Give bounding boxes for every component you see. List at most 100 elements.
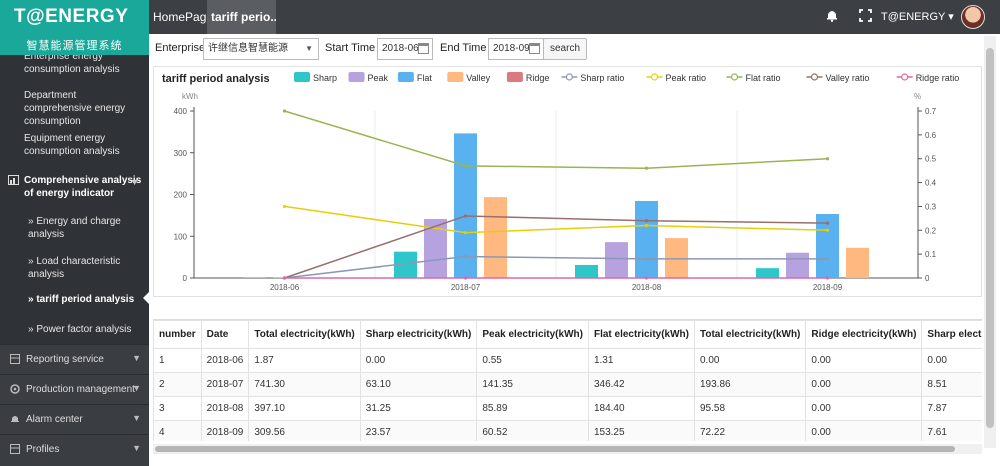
calendar-icon[interactable] bbox=[529, 43, 540, 54]
sidebar-item-label: Department comprehensive energy consumpt… bbox=[24, 90, 126, 127]
bell-icon[interactable] bbox=[826, 9, 838, 25]
point-sharp-ratio bbox=[825, 257, 830, 261]
table-cell: 0.00 bbox=[693, 348, 807, 373]
end-time-input[interactable]: 2018-09 bbox=[488, 38, 544, 60]
sidebar-item-department-energy[interactable]: Department comprehensive energy consumpt… bbox=[0, 89, 149, 127]
point-peak-ratio bbox=[644, 223, 649, 228]
table-cell: 0.00 bbox=[805, 396, 923, 421]
sidebar-group-alarm[interactable]: Alarm center ▼ bbox=[0, 404, 149, 434]
tariff-chart: tariff period analysis Sharp Peak Flat Valle… bbox=[162, 72, 959, 292]
bar-peak bbox=[605, 242, 628, 278]
legend-label: Flat bbox=[417, 73, 433, 83]
sidebar-subitem-label: » tariff period analysis bbox=[28, 294, 135, 305]
table-cell: 4 bbox=[153, 420, 202, 441]
end-time-label: End Time bbox=[440, 42, 487, 54]
sidebar-item-comprehensive-analysis[interactable]: Comprehensive analysis of energy indicat… bbox=[0, 174, 149, 202]
sidebar-group-reporting[interactable]: Reporting service ▼ bbox=[0, 344, 149, 374]
table-cell: 3 bbox=[153, 396, 202, 421]
bar-sharp bbox=[394, 251, 417, 278]
calendar-icon[interactable] bbox=[418, 43, 429, 54]
bell-icon bbox=[11, 416, 19, 422]
table-cell: 153.25 bbox=[587, 420, 696, 441]
tab-homepage[interactable]: HomePage bbox=[153, 10, 214, 24]
table-cell: 2018-09 bbox=[200, 420, 250, 441]
start-time-label: Start Time bbox=[325, 42, 376, 54]
sidebar-item-label: Comprehensive analysis of energy indicat… bbox=[24, 175, 142, 199]
x-tick-label: 2018-07 bbox=[451, 283, 481, 292]
table-header-cell: Peak electricity(kWh) bbox=[476, 320, 589, 349]
data-table: number Date Total electricity(kWh) Sharp el… bbox=[153, 320, 982, 441]
point-ridge-ratio bbox=[463, 276, 468, 280]
chevron-down-icon: ▼ bbox=[132, 413, 141, 423]
chevron-down-icon: ▼ bbox=[305, 44, 313, 53]
brand-header: T@ENERGY 智慧能源管理系统 bbox=[0, 0, 149, 55]
y-tick-label-right: 0.6 bbox=[925, 131, 937, 140]
line-valley-ratio bbox=[284, 215, 828, 279]
y-tick-label-left: 200 bbox=[174, 191, 188, 200]
y-tick-label-right: 0.4 bbox=[925, 179, 937, 188]
vertical-scrollbar[interactable] bbox=[984, 36, 996, 448]
sidebar-item-enterprise-energy[interactable]: Enterprise energy consumption analysis bbox=[0, 50, 149, 78]
legend-swatch bbox=[397, 72, 414, 82]
point-flat-ratio bbox=[463, 164, 468, 168]
gear-icon bbox=[10, 384, 20, 394]
bar-flat bbox=[635, 201, 658, 278]
table-cell: 0.00 bbox=[359, 348, 478, 373]
sidebar-subitem-power-factor[interactable]: » Power factor analysis bbox=[28, 323, 146, 336]
table-header-cell: Sharp electricity(kWh) bbox=[359, 320, 478, 349]
table-cell: 85.89 bbox=[476, 396, 589, 421]
brand-subtitle: 智慧能源管理系统 bbox=[26, 40, 123, 52]
table-cell: 1.31 bbox=[587, 348, 696, 373]
user-menu[interactable]: T@ENERGY ▾ bbox=[881, 11, 954, 23]
table-cell: 193.86 bbox=[693, 372, 807, 397]
sidebar-subitem-label: » Energy and charge analysis bbox=[28, 216, 121, 240]
table-header-cell: Total electricity(kWh) bbox=[248, 320, 361, 349]
legend-swatch bbox=[565, 73, 573, 81]
legend-swatch bbox=[650, 73, 659, 81]
sidebar-group-production[interactable]: Production management ▼ bbox=[0, 374, 149, 404]
data-table-container: number Date Total electricity(kWh) Sharp el… bbox=[153, 319, 982, 441]
scrollbar-thumb[interactable] bbox=[986, 48, 994, 428]
legend-swatch bbox=[730, 73, 739, 81]
horizontal-scrollbar[interactable] bbox=[153, 444, 982, 454]
table-cell: 2018-07 bbox=[200, 372, 250, 397]
sidebar-group-profiles[interactable]: Profiles ▼ bbox=[0, 434, 149, 466]
avatar[interactable] bbox=[961, 5, 985, 29]
y-axis-right-label: % bbox=[914, 92, 921, 101]
fullscreen-icon[interactable] bbox=[859, 9, 872, 25]
enterprise-select-value: 许继信息智慧能源 bbox=[208, 43, 288, 54]
sidebar-item-label: Equipment energy consumption analysis bbox=[24, 133, 120, 157]
bar-peak bbox=[424, 218, 447, 278]
table-row: 1 2018-06 1.87 0.00 0.55 1.31 0.00 0.00 0.00 bbox=[153, 348, 982, 373]
search-button[interactable]: search bbox=[543, 38, 587, 60]
sidebar-item-equipment-energy[interactable]: Equipment energy consumption analysis bbox=[0, 132, 149, 160]
sidebar-item-label: Enterprise energy consumption analysis bbox=[24, 51, 120, 75]
legend-label: Sharp ratio bbox=[580, 73, 624, 83]
y-tick-label-right: 0.7 bbox=[925, 107, 937, 116]
table-cell: 346.42 bbox=[587, 372, 696, 397]
y-tick-label-left: 0 bbox=[183, 274, 188, 283]
point-ridge-ratio bbox=[825, 276, 830, 280]
top-bar: HomePage tariff perio.. T@ENERGY ▾ bbox=[149, 0, 1000, 34]
enterprise-select[interactable]: 许继信息智慧能源 ▼ bbox=[203, 38, 319, 60]
line-flat-ratio bbox=[284, 110, 828, 170]
start-time-input[interactable]: 2018-06 bbox=[377, 38, 433, 60]
table-row: 2 2018-07 741.30 63.10 141.35 346.42 193.86 0.0… bbox=[153, 372, 982, 397]
sidebar: Enterprise energy consumption analysis D… bbox=[0, 0, 150, 466]
scrollbar-thumb[interactable] bbox=[155, 446, 955, 452]
x-tick-label: 2018-08 bbox=[632, 283, 662, 292]
table-cell: 309.56 bbox=[248, 420, 361, 441]
table-cell: 741.30 bbox=[248, 372, 361, 397]
table-cell: 141.35 bbox=[476, 372, 589, 397]
legend-label: Ridge bbox=[526, 73, 550, 83]
sidebar-subitem-energy-charge[interactable]: » Energy and charge analysis bbox=[28, 215, 146, 241]
table-cell: 2 bbox=[153, 372, 202, 397]
sidebar-subitem-tariff-period[interactable]: » tariff period analysis bbox=[28, 293, 146, 306]
tab-tariff-period[interactable]: tariff perio.. bbox=[207, 0, 276, 34]
enterprise-label: Enterprise bbox=[155, 42, 206, 54]
bar-valley bbox=[665, 238, 688, 278]
legend-swatch bbox=[348, 72, 365, 82]
table-cell: 2018-06 bbox=[200, 348, 250, 373]
legend-swatch bbox=[447, 72, 464, 82]
sidebar-subitem-load-characteristic[interactable]: » Load characteristic analysis bbox=[28, 255, 146, 281]
